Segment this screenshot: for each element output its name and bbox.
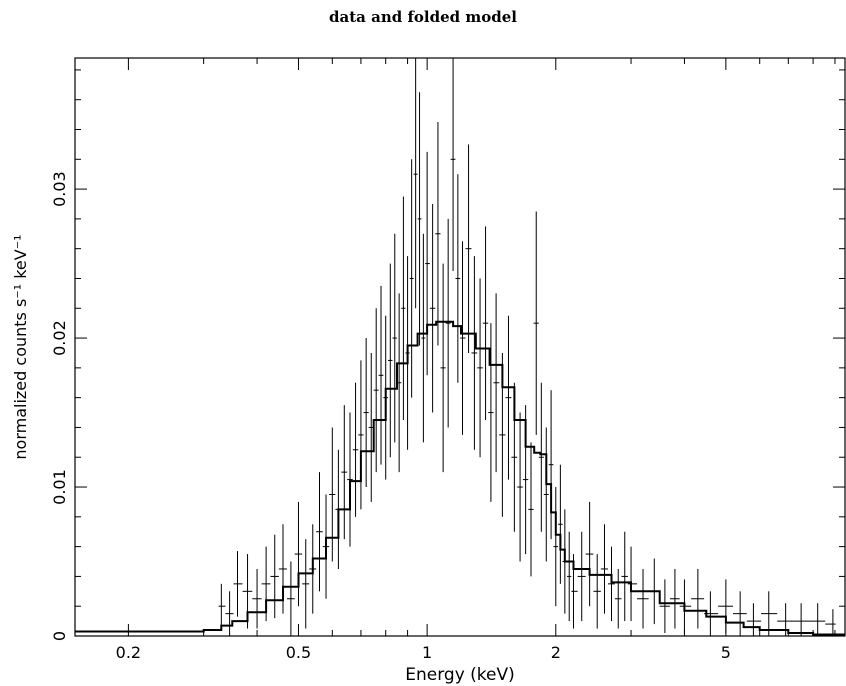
data-point: [679, 579, 692, 634]
data-point: [270, 534, 279, 619]
data-point: [429, 203, 436, 413]
data-point: [825, 609, 836, 636]
data-point: [517, 412, 523, 562]
y-tick-label: 0.03: [50, 171, 69, 207]
data-point: [413, 58, 418, 309]
data-point: [252, 568, 262, 629]
chart-title: data and folded model: [329, 8, 517, 26]
data-point: [577, 531, 586, 622]
data-point: [347, 412, 353, 547]
data-point: [421, 233, 426, 443]
data-points: [218, 58, 836, 636]
data-point: [558, 464, 563, 584]
data-point: [761, 591, 778, 636]
data-point: [218, 583, 226, 629]
data-point: [543, 427, 549, 562]
data-point: [455, 174, 461, 383]
data-point: [358, 360, 364, 510]
data-point: [793, 603, 810, 636]
y-tick-label: 0: [50, 631, 69, 641]
y-axis-ticks: 0 0.01 0.02 0.03: [50, 69, 845, 641]
plot-frame: [74, 57, 846, 637]
data-point: [302, 539, 310, 629]
x-tick-label: 0.2: [116, 643, 141, 662]
data-point: [417, 92, 422, 346]
data-point: [363, 338, 369, 488]
data-point: [471, 256, 478, 450]
data-point: [777, 603, 794, 636]
data-point: [567, 531, 572, 622]
data-point: [607, 546, 615, 622]
data-point: [621, 531, 628, 622]
data-point: [401, 196, 406, 420]
data-point: [352, 382, 359, 517]
data-point: [440, 263, 446, 473]
x-tick-label: 1: [422, 643, 432, 662]
data-point: [488, 323, 494, 502]
data-point: [409, 159, 414, 398]
data-point: [627, 546, 638, 622]
data-point: [425, 151, 430, 376]
y-axis-label: normalized counts s⁻¹ keV⁻¹: [11, 234, 30, 459]
data-point: [585, 501, 594, 607]
data-point: [809, 603, 826, 636]
data-point: [477, 278, 483, 458]
data-point: [600, 524, 608, 614]
data-point: [528, 442, 534, 577]
data-point: [378, 285, 384, 465]
y-tick-label: 0.01: [50, 469, 69, 505]
data-point: [373, 308, 379, 473]
data-point: [718, 579, 734, 634]
data-point: [733, 591, 747, 636]
data-point: [233, 551, 243, 617]
data-point: [341, 405, 348, 540]
data-point: [329, 427, 336, 562]
x-tick-label: 2: [551, 643, 561, 662]
data-point: [691, 568, 705, 629]
x-axis-label: Energy (keV): [405, 665, 515, 685]
y-tick-label: 0.02: [50, 320, 69, 356]
data-point: [533, 211, 539, 435]
data-point: [465, 144, 472, 353]
data-point: [637, 568, 649, 629]
data-point: [392, 233, 397, 443]
data-point: [460, 241, 466, 435]
data-point: [316, 472, 323, 592]
data-point: [225, 591, 234, 636]
x-axis-ticks: 0.2 0.5 1 2 5: [116, 58, 836, 662]
data-point: [286, 561, 295, 636]
data-point: [548, 390, 554, 540]
data-point: [746, 603, 762, 636]
x-tick-label: 0.5: [286, 643, 311, 662]
data-point: [445, 218, 451, 428]
data-point: [593, 554, 601, 629]
x-tick-label: 5: [721, 643, 731, 662]
data-point: [493, 293, 500, 473]
data-point: [553, 487, 559, 607]
data-point: [614, 568, 622, 629]
data-point: [435, 122, 441, 346]
data-point: [294, 501, 303, 607]
data-point: [388, 263, 393, 458]
model-curve: [75, 320, 845, 636]
data-point: [538, 382, 544, 532]
data-point: [505, 315, 512, 480]
data-point: [659, 579, 670, 634]
data-point: [669, 568, 680, 629]
data-point: [482, 226, 489, 420]
data-point: [450, 58, 456, 272]
